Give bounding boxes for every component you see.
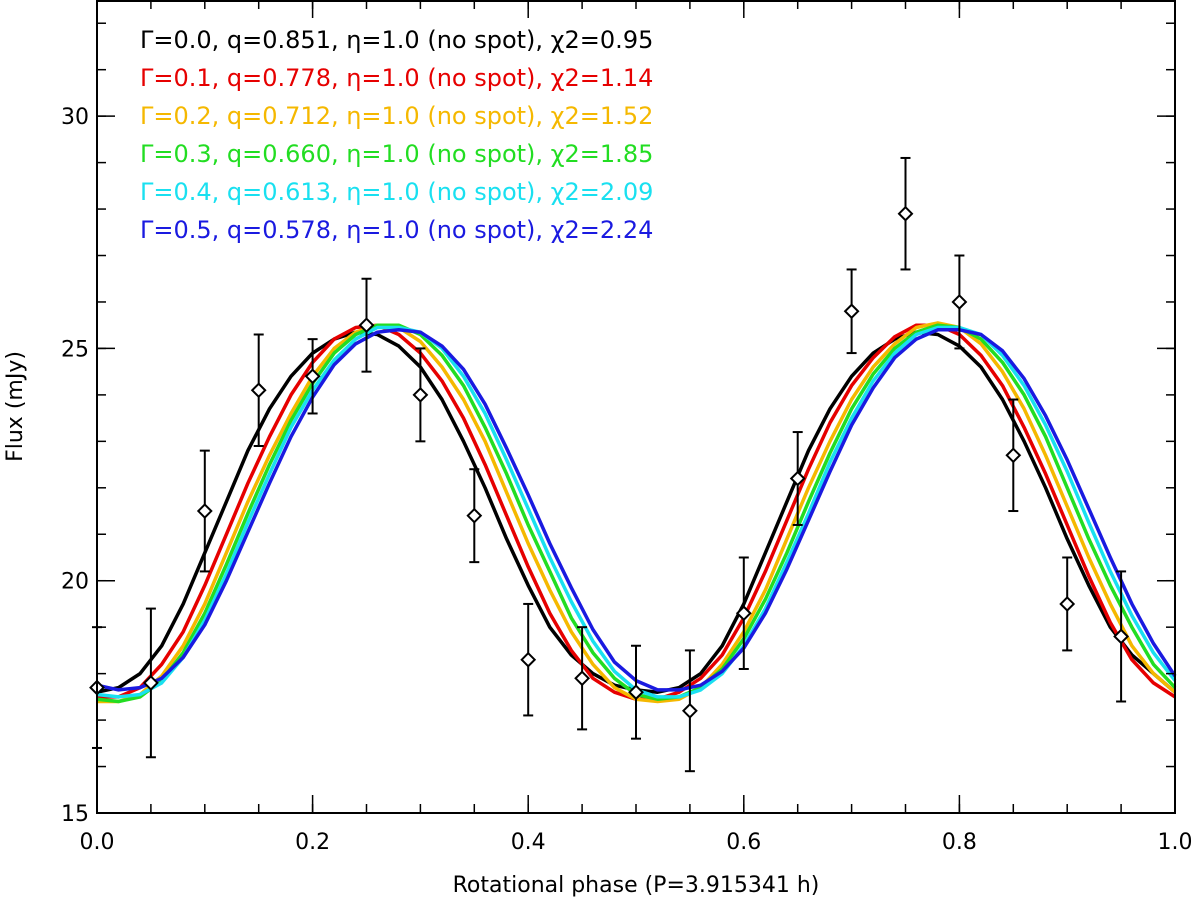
data-point-diamond — [681, 702, 698, 719]
y-tick-label: 20 — [61, 570, 89, 595]
x-tick-label: 0.8 — [942, 830, 977, 855]
data-point-diamond — [304, 368, 321, 385]
data-point-diamond — [196, 503, 213, 519]
legend-entry: Γ=0.2, q=0.712, η=1.0 (no spot), χ2=1.52 — [140, 102, 653, 130]
y-axis-label: Flux (mJy) — [3, 351, 28, 462]
tick-labels: 0.0 0.2 0.4 0.6 0.8 1.0 15 20 25 30 — [61, 105, 1193, 855]
x-tick-label: 0.4 — [511, 830, 546, 855]
data-point-diamond — [735, 605, 752, 622]
legend-entry: Γ=0.1, q=0.778, η=1.0 (no spot), χ2=1.14 — [140, 64, 653, 92]
plot-frame — [96, 0, 1176, 814]
legend: Γ=0.0, q=0.851, η=1.0 (no spot), χ2=0.95… — [140, 26, 653, 244]
x-tick-label: 1.0 — [1158, 830, 1193, 855]
x-tick-label: 0.2 — [295, 830, 330, 855]
x-tick-label: 0.0 — [80, 830, 115, 855]
data-point-diamond — [1005, 447, 1022, 464]
data-point-diamond — [412, 386, 429, 403]
data-point-diamond — [142, 675, 159, 691]
x-axis-label: Rotational phase (P=3.915341 h) — [453, 873, 820, 898]
data-point-diamond — [951, 294, 968, 310]
data-point-diamond — [574, 670, 591, 687]
data-point-diamond — [358, 317, 375, 334]
data-point-diamond — [1059, 596, 1076, 612]
data-point-diamond — [520, 651, 537, 668]
data-point-diamond — [789, 470, 806, 487]
data-point-diamond — [628, 684, 644, 701]
data-point-diamond — [843, 303, 860, 320]
data-point-diamond — [250, 382, 267, 399]
legend-entry: Γ=0.3, q=0.660, η=1.0 (no spot), χ2=1.85 — [140, 140, 653, 168]
x-tick-label: 0.6 — [726, 830, 761, 855]
legend-entry: Γ=0.5, q=0.578, η=1.0 (no spot), χ2=2.24 — [140, 216, 653, 244]
y-tick-label: 25 — [61, 337, 89, 362]
data-point-diamond — [897, 205, 914, 222]
data-point-diamond — [466, 507, 483, 524]
legend-entry: Γ=0.4, q=0.613, η=1.0 (no spot), χ2=2.09 — [140, 178, 653, 206]
y-tick-label: 30 — [61, 105, 89, 130]
data-point-diamond — [1113, 628, 1130, 645]
y-tick-label: 15 — [61, 802, 89, 827]
legend-entry: Γ=0.0, q=0.851, η=1.0 (no spot), χ2=0.95 — [140, 26, 653, 54]
